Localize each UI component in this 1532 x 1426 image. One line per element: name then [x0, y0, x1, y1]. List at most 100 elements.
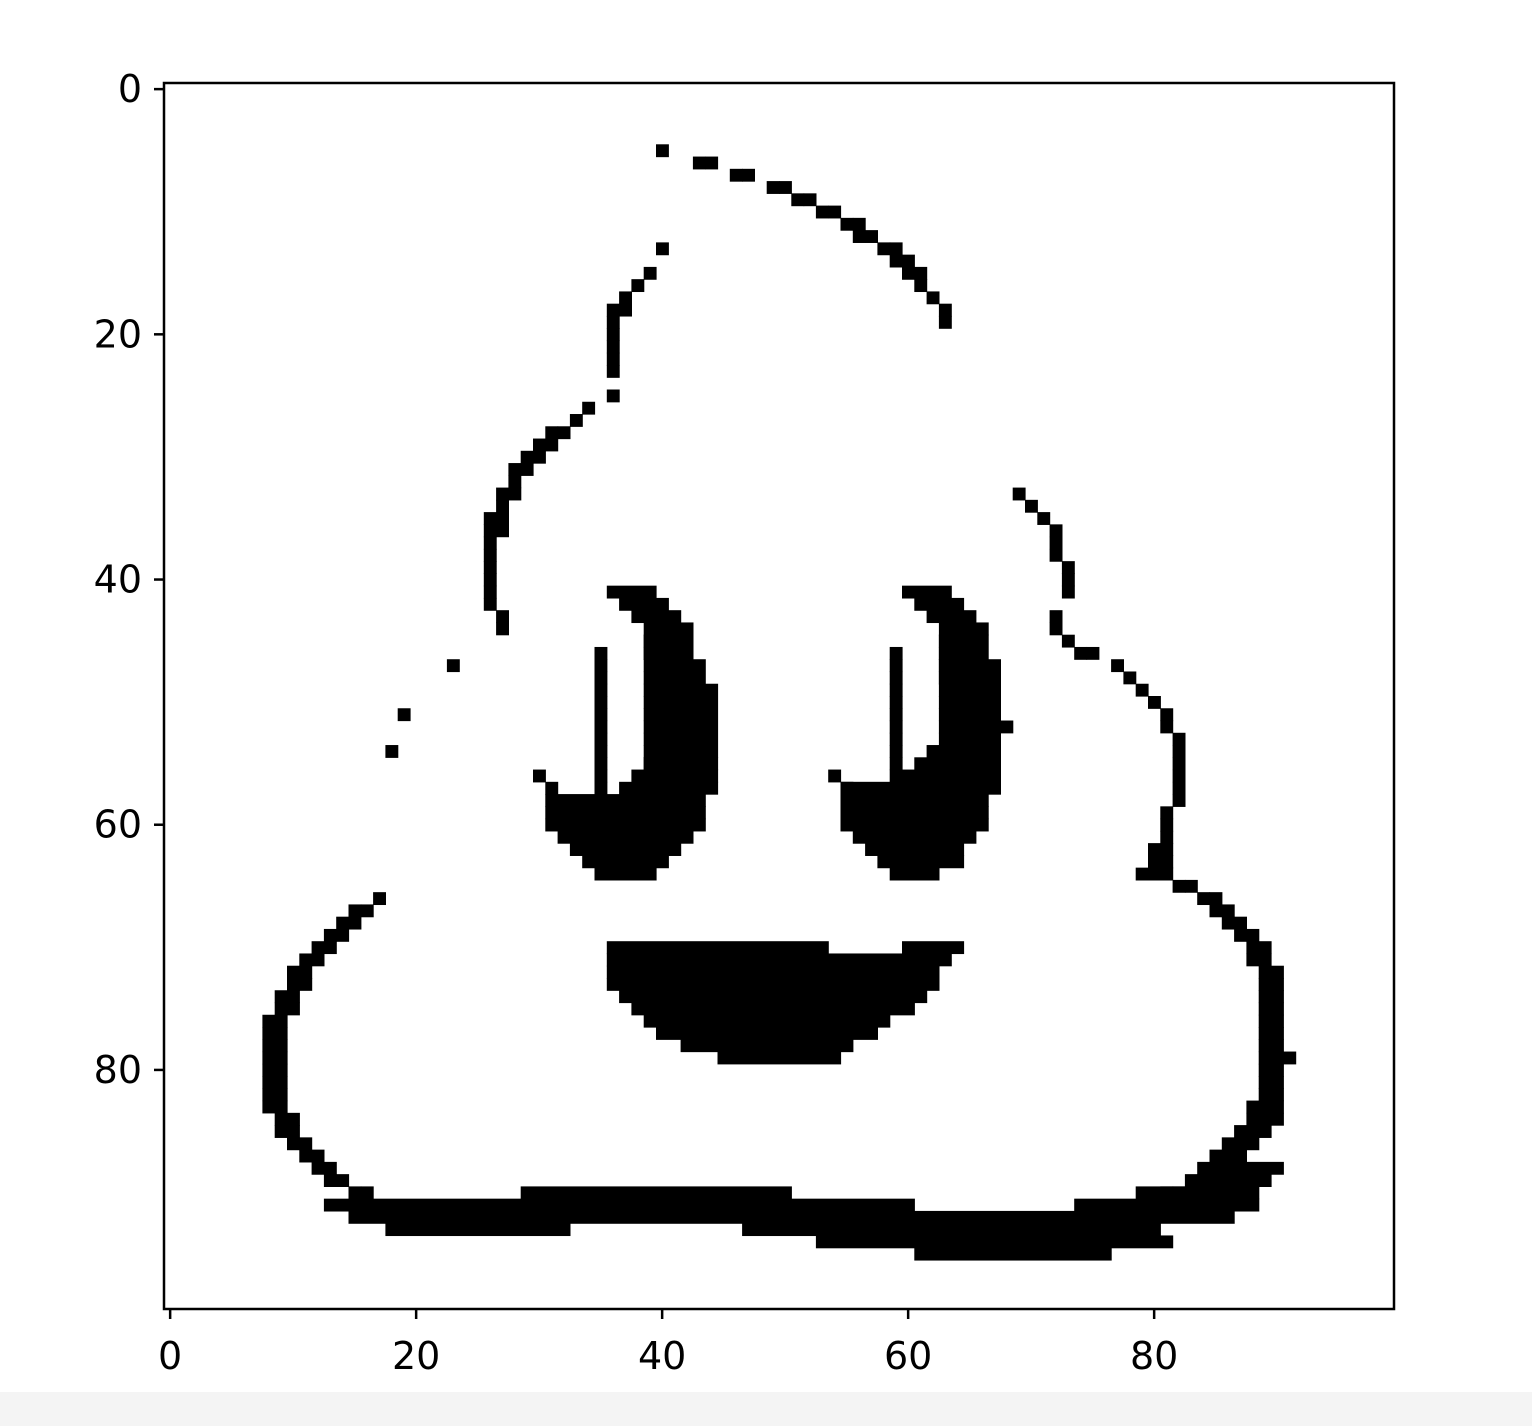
heatmap-cell: [951, 683, 1001, 746]
heatmap-cell: [938, 303, 952, 317]
heatmap-cell: [1086, 646, 1100, 660]
heatmap-cell: [1148, 867, 1161, 881]
heatmap-cell: [594, 732, 608, 746]
heatmap-cell: [385, 1223, 571, 1237]
heatmap-cell: [742, 1223, 1161, 1237]
heatmap-cell: [1234, 916, 1247, 930]
heatmap-cell: [815, 1235, 1174, 1249]
heatmap-cell: [496, 524, 509, 538]
heatmap-cell: [1271, 990, 1284, 1004]
heatmap-cell: [299, 1149, 313, 1163]
heatmap-cell: [1172, 745, 1186, 758]
heatmap-cell: [1172, 879, 1186, 893]
heatmap-cell: [729, 168, 743, 182]
heatmap-cell: [705, 156, 719, 170]
heatmap-cell: [619, 781, 719, 795]
heatmap-cell: [889, 867, 940, 881]
heatmap-cell: [643, 634, 694, 660]
heatmap-cell: [606, 941, 829, 955]
heatmap-cell: [1271, 1112, 1284, 1126]
heatmap-cell: [323, 1161, 337, 1175]
heatmap-cell: [1258, 1063, 1272, 1077]
heatmap-cell: [643, 757, 719, 771]
heatmap-cell: [852, 830, 977, 844]
heatmap-cell: [828, 769, 842, 783]
heatmap-cell: [1160, 855, 1174, 869]
heatmap-cell: [594, 757, 608, 771]
heatmap-cell: [619, 990, 928, 1004]
heatmap-cell: [508, 487, 522, 501]
heatmap-cell: [496, 499, 509, 513]
heatmap-cell: [680, 1039, 854, 1053]
heatmap-cell: [533, 438, 546, 452]
heatmap-cell: [1061, 561, 1075, 574]
heatmap-cell: [311, 941, 325, 955]
pixel-layer: [262, 144, 1297, 1261]
heatmap-cell: [889, 720, 903, 734]
heatmap-cell: [545, 818, 706, 832]
heatmap-cell: [1172, 769, 1186, 783]
heatmap-cell: [336, 928, 350, 942]
heatmap-cell: [1221, 1149, 1235, 1163]
heatmap-cell: [594, 720, 608, 734]
heatmap-cell: [262, 1051, 276, 1065]
heatmap-cell: [311, 953, 325, 967]
heatmap-cell: [840, 806, 989, 820]
x-axis: 0 20 40 60 80: [158, 1309, 1178, 1378]
heatmap-cell: [938, 659, 1001, 685]
heatmap-cell: [631, 279, 645, 293]
heatmap-cell: [877, 855, 965, 869]
heatmap-cell: [889, 242, 903, 256]
heatmap-cell: [938, 315, 952, 329]
heatmap-cell: [1209, 1149, 1223, 1163]
heatmap-cell: [779, 181, 792, 194]
heatmap-cell: [1234, 1137, 1247, 1151]
heatmap-cell: [1246, 1125, 1260, 1138]
heatmap-cell: [815, 205, 829, 219]
heatmap-cell: [742, 168, 755, 182]
heatmap-cell: [1123, 671, 1137, 685]
heatmap-cell: [692, 156, 706, 170]
heatmap-cell: [938, 696, 952, 709]
heatmap-cell: [520, 450, 534, 464]
heatmap-cell: [1234, 1149, 1247, 1163]
heatmap-cell: [656, 659, 706, 685]
heatmap-cell: [508, 475, 522, 489]
heatmap-cell: [520, 463, 534, 476]
heatmap-cell: [262, 1039, 276, 1053]
heatmap-cell: [336, 1174, 350, 1187]
heatmap-cell: [1271, 1100, 1284, 1114]
heatmap-cell: [1258, 1014, 1272, 1028]
heatmap-cell: [865, 230, 878, 243]
heatmap-cell: [1283, 1051, 1297, 1065]
heatmap-cell: [287, 990, 300, 1004]
heatmap-cell: [323, 1174, 337, 1187]
heatmap-cell: [840, 818, 989, 832]
heatmap-cell: [840, 781, 854, 795]
heatmap-cell: [606, 585, 657, 599]
heatmap-cell: [1258, 965, 1272, 979]
heatmap-cell: [938, 634, 989, 660]
heatmap-cell: [483, 573, 497, 587]
heatmap-cell: [1246, 1137, 1260, 1151]
heatmap-cell: [865, 843, 965, 856]
heatmap-cell: [262, 1063, 276, 1077]
heatmap-cell: [1049, 622, 1063, 636]
heatmap-cell: [1258, 1125, 1272, 1138]
heatmap-cell: [926, 745, 1001, 758]
heatmap-cell: [1160, 806, 1174, 820]
heatmap-cell: [348, 904, 362, 918]
heatmap-cell: [656, 683, 719, 758]
plot-area: [162, 81, 1396, 1311]
heatmap-cell: [1258, 1039, 1272, 1053]
y-tick-label: 80: [94, 1048, 142, 1092]
heatmap-cell: [287, 1125, 300, 1138]
heatmap-cell: [877, 242, 891, 256]
y-tick-label: 40: [94, 558, 142, 602]
heatmap-cell: [262, 1100, 276, 1114]
heatmap-cell: [606, 352, 620, 366]
heatmap-cell: [274, 1039, 288, 1053]
heatmap-cell: [938, 683, 952, 697]
heatmap-cell: [323, 941, 337, 955]
heatmap-cell: [274, 1112, 288, 1126]
